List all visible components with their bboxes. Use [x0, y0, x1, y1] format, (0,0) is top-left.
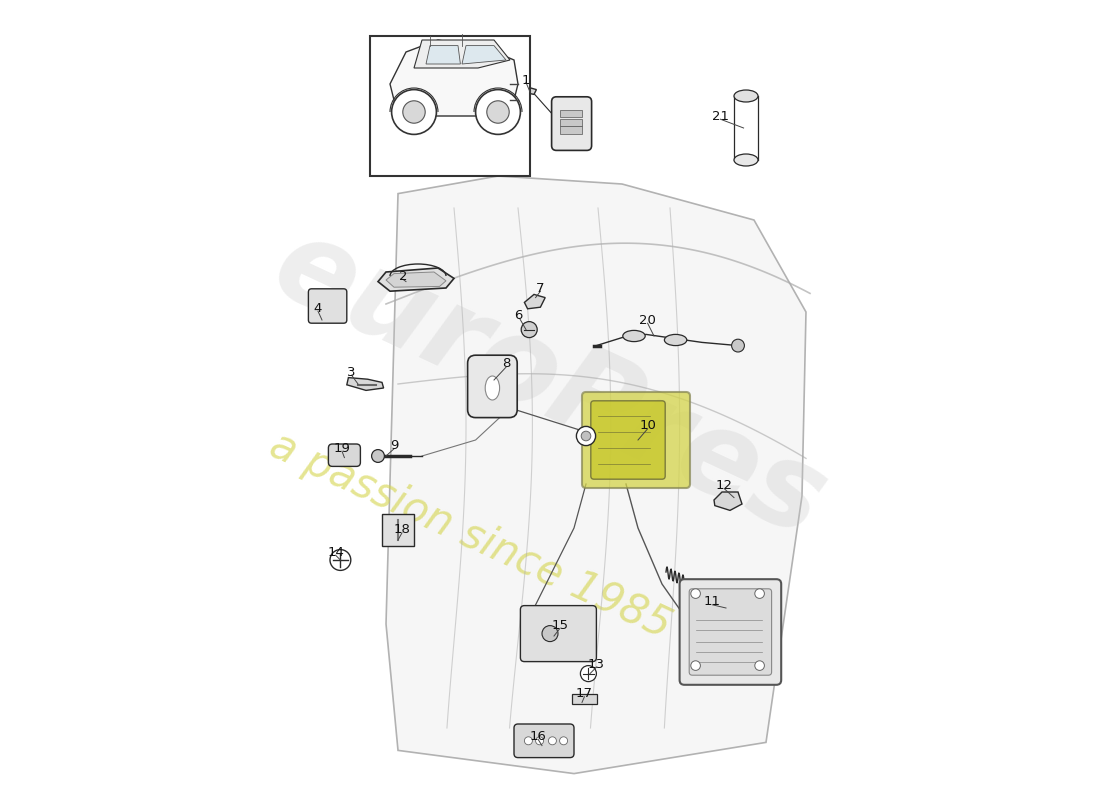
Text: a passion since 1985: a passion since 1985	[263, 425, 678, 647]
FancyBboxPatch shape	[468, 355, 517, 418]
FancyBboxPatch shape	[591, 401, 666, 479]
Polygon shape	[714, 492, 742, 510]
Circle shape	[755, 661, 764, 670]
Circle shape	[392, 90, 437, 134]
Circle shape	[525, 737, 532, 745]
Circle shape	[581, 666, 596, 682]
Text: 6: 6	[514, 309, 522, 322]
Text: 8: 8	[502, 358, 510, 370]
Text: 15: 15	[551, 619, 568, 632]
Bar	[560, 110, 582, 117]
Circle shape	[691, 589, 701, 598]
Bar	[560, 126, 582, 134]
Circle shape	[549, 737, 557, 745]
Text: 14: 14	[327, 546, 344, 558]
FancyBboxPatch shape	[514, 724, 574, 758]
Text: 11: 11	[704, 595, 720, 608]
Bar	[572, 694, 597, 704]
Polygon shape	[386, 272, 446, 287]
FancyBboxPatch shape	[329, 444, 361, 466]
Text: 9: 9	[389, 439, 398, 452]
Circle shape	[542, 626, 558, 642]
Ellipse shape	[623, 330, 646, 342]
Polygon shape	[525, 294, 546, 309]
FancyBboxPatch shape	[690, 589, 771, 675]
Polygon shape	[386, 176, 806, 774]
Circle shape	[576, 426, 595, 446]
Text: 16: 16	[529, 730, 547, 742]
Text: 17: 17	[576, 687, 593, 700]
Text: euroPres: euroPres	[256, 206, 844, 562]
Text: 10: 10	[639, 419, 656, 432]
FancyBboxPatch shape	[551, 97, 592, 150]
Text: 1: 1	[521, 74, 530, 86]
Text: 7: 7	[536, 282, 544, 294]
Circle shape	[521, 322, 537, 338]
Text: 4: 4	[314, 302, 322, 314]
Text: 18: 18	[394, 523, 410, 536]
FancyBboxPatch shape	[582, 392, 690, 488]
Circle shape	[536, 737, 543, 745]
Polygon shape	[378, 268, 454, 291]
Circle shape	[475, 90, 520, 134]
Polygon shape	[390, 40, 518, 116]
Circle shape	[581, 431, 591, 441]
Ellipse shape	[664, 334, 686, 346]
Circle shape	[372, 450, 384, 462]
Ellipse shape	[734, 90, 758, 102]
FancyBboxPatch shape	[308, 289, 346, 323]
Ellipse shape	[485, 376, 499, 400]
FancyBboxPatch shape	[520, 606, 596, 662]
Text: 21: 21	[712, 110, 729, 122]
Polygon shape	[526, 88, 537, 94]
Bar	[560, 119, 582, 126]
Polygon shape	[462, 46, 506, 64]
Circle shape	[755, 589, 764, 598]
Circle shape	[330, 550, 351, 570]
Circle shape	[487, 101, 509, 123]
Bar	[382, 514, 414, 546]
Ellipse shape	[734, 154, 758, 166]
Circle shape	[560, 737, 568, 745]
Polygon shape	[346, 378, 384, 390]
Circle shape	[691, 661, 701, 670]
Text: 19: 19	[333, 442, 351, 454]
Bar	[370, 36, 530, 176]
Text: 13: 13	[587, 658, 605, 670]
Circle shape	[403, 101, 426, 123]
Text: 2: 2	[398, 270, 407, 282]
FancyBboxPatch shape	[680, 579, 781, 685]
Polygon shape	[414, 40, 510, 68]
Circle shape	[732, 339, 745, 352]
Text: 12: 12	[716, 479, 733, 492]
Text: 20: 20	[639, 314, 656, 326]
Polygon shape	[426, 46, 461, 64]
Text: 3: 3	[348, 366, 356, 378]
